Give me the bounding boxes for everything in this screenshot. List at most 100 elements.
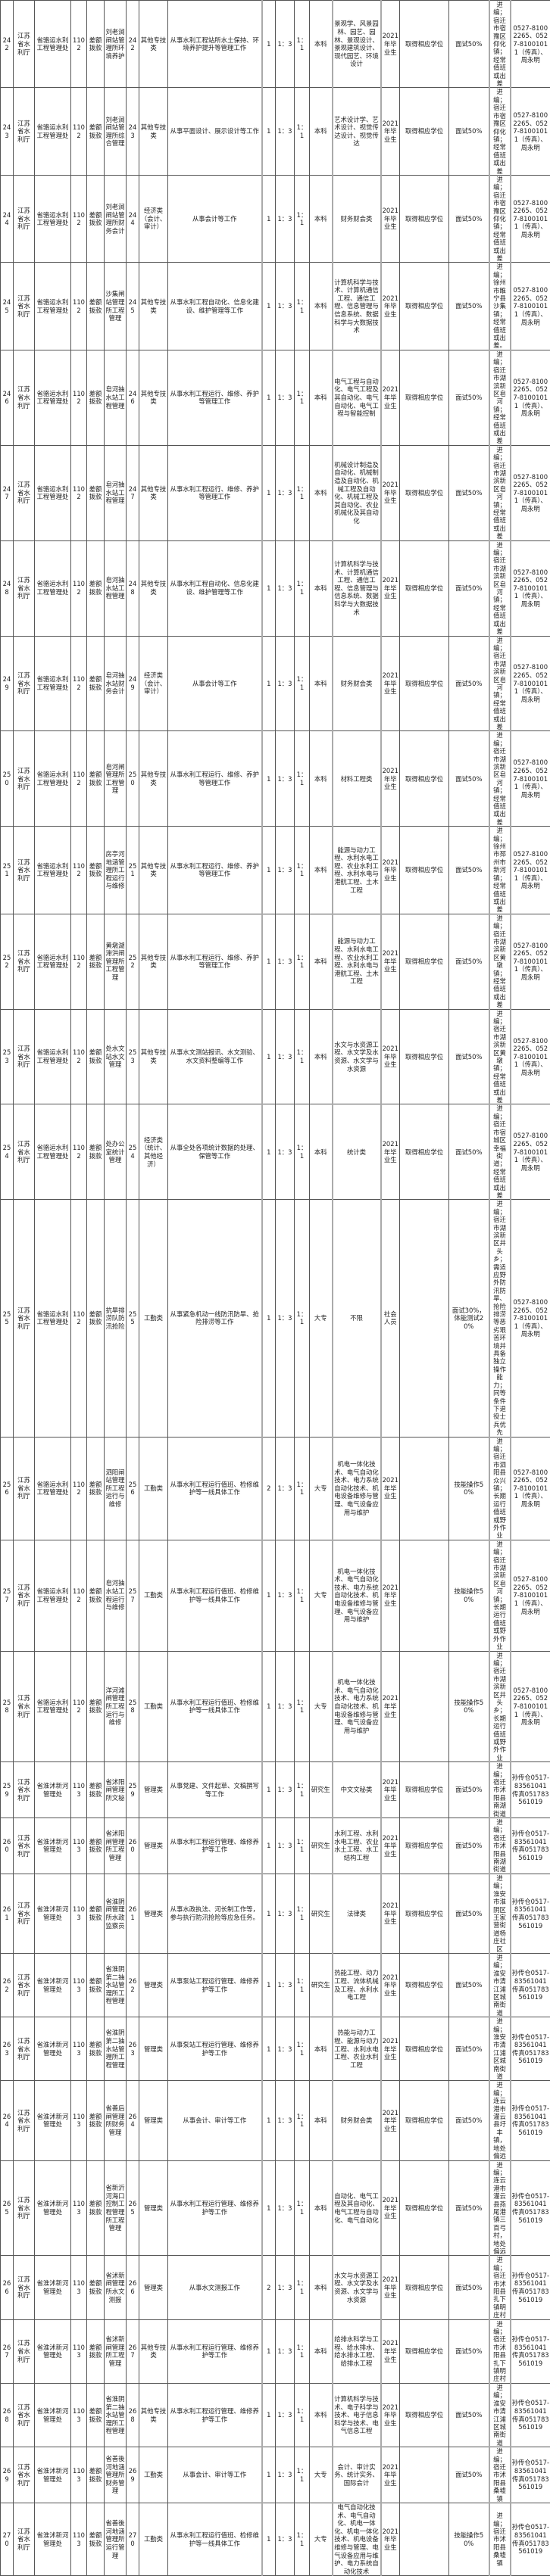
cell-count: 1 (262, 914, 276, 1009)
cell-remark: 进编；淮安市清江浦区城南街道 (489, 2383, 511, 2447)
cell-unit: 省淮沭新河管理处 (35, 2081, 71, 2160)
cell-target: 2021年毕业生 (381, 1874, 400, 1953)
cell-post-code: 264 (127, 2081, 139, 2160)
cell-remark: 进编；连云港市灌云县燕尾港镇三百弓村，地处偏远 (489, 2160, 511, 2256)
cell-dept: 江苏省水利厅 (14, 2447, 35, 2503)
cell-count: 1 (262, 263, 276, 350)
cell-remark: 进编；宿迁市湖滨新区皂河镇；经常值班或出差 (489, 445, 511, 540)
cell-post-name: 省淮阴第二抽水站管理所工程管理 (105, 1953, 127, 2017)
cell-post-code: 254 (127, 1104, 139, 1200)
cell-post-code: 248 (127, 540, 139, 636)
cell-hire-ratio: 1：1 (295, 1818, 310, 1874)
cell-remark: 进编；宿迁市湖滨新区皂河镇；经常值班或出差 (489, 540, 511, 636)
cell-dept: 江苏省水利厅 (14, 914, 35, 1009)
cell-degree: 取得相应学位 (400, 540, 449, 636)
cell-dept: 江苏省水利厅 (14, 731, 35, 827)
cell-assessment: 面试50% (449, 2256, 489, 2319)
cell-funding: 差额拨款 (87, 175, 105, 262)
cell-post-code: 252 (127, 914, 139, 1009)
cell-degree: 取得相应学位 (400, 636, 449, 731)
cell-assessment: 面试50% (449, 2383, 489, 2447)
cell-remark: 进编；宿迁市湖滨新区皂河镇；长期运行值班或野外作业 (489, 1540, 511, 1651)
cell-no: 257 (1, 1540, 14, 1651)
cell-assessment: 面试50% (449, 540, 489, 636)
cell-major: 水文与水资源工程、水文学及水资源、水文学与水资源 (333, 1009, 381, 1104)
cell-education: 大专 (310, 1651, 333, 1762)
cell-description: 从事水利工程运行、维修、养护等管理工作 (168, 914, 262, 1009)
cell-hire-ratio: 1：1 (295, 1104, 310, 1200)
cell-unit: 省骆运水利工程管理处 (35, 1651, 71, 1762)
cell-exam-ratio: 1：3 (276, 263, 295, 350)
cell-funding: 差额拨款 (87, 263, 105, 350)
cell-post-category: 工勤类 (139, 1200, 168, 1437)
cell-description: 从事紧急机动一线防汛防旱、抢险排涝等工作 (168, 1200, 262, 1437)
cell-hire-ratio: 1：1 (295, 263, 310, 350)
cell-post-category: 其他专技类 (139, 1009, 168, 1104)
cell-degree (400, 1651, 449, 1762)
cell-post-code: 257 (127, 1540, 139, 1651)
cell-post-category: 其他专技类 (139, 914, 168, 1009)
cell-funding: 差额拨款 (87, 1437, 105, 1540)
cell-hire-ratio: 1：1 (295, 88, 310, 175)
cell-contact: 0527-81002265、0527-81001011（传真）、周永明 (511, 1104, 550, 1200)
cell-hire-ratio: 1：1 (295, 2319, 310, 2383)
cell-dept: 江苏省水利厅 (14, 636, 35, 731)
cell-assessment: 面试50% (449, 2160, 489, 2256)
cell-degree: 取得相应学位 (400, 350, 449, 445)
cell-education: 大专 (310, 1437, 333, 1540)
cell-education: 本科 (310, 540, 333, 636)
cell-post-category: 经济类（统计、其他经济） (139, 1104, 168, 1200)
cell-target: 2021年毕业生 (381, 2383, 400, 2447)
cell-contact: 孙传仓0517-83561041传真051783561019 (511, 1874, 550, 1953)
cell-post-name: 省善後河地涵管理所财务管理 (105, 2447, 127, 2503)
cell-dept: 江苏省水利厅 (14, 88, 35, 175)
cell-count: 1 (262, 1818, 276, 1874)
cell-remark: 进编；淮安市淮阴区王家营街道杨庄社区 (489, 1874, 511, 1953)
cell-unit: 省骆运水利工程管理处 (35, 1437, 71, 1540)
cell-major: 机械设计制造及自动化、机械制造及自动化、机械工程及自动化、机械工程及其自动化、农… (333, 445, 381, 540)
cell-unit-code: 1102 (71, 1104, 87, 1200)
cell-unit-code: 1102 (71, 1009, 87, 1104)
cell-description: 从事全处各项统计数据的处理、保管等工作 (168, 1104, 262, 1200)
cell-remark: 进编；宿迁市泗阳县众兴镇；长期运行值班或野外作业 (489, 1437, 511, 1540)
cell-target: 2021年毕业生 (381, 2319, 400, 2383)
cell-unit-code: 1102 (71, 1, 87, 88)
cell-degree: 取得相应学位 (400, 1953, 449, 2017)
cell-no: 268 (1, 2383, 14, 2447)
cell-contact: 0527-81002265、0527-81001011（传真）、周永明 (511, 263, 550, 350)
cell-post-code: 244 (127, 175, 139, 262)
cell-post-name: 泗阳闸站管理所工程运行与维修 (105, 1437, 127, 1540)
cell-post-category: 经济类（会计、审计） (139, 636, 168, 731)
cell-post-name: 皂河抽水站工程管理 (105, 540, 127, 636)
cell-funding: 差额拨款 (87, 731, 105, 827)
cell-funding: 差额拨款 (87, 1953, 105, 2017)
cell-no: 258 (1, 1651, 14, 1762)
cell-major: 机电一体化技术、电气自动化技术、电力系统自动化技术、机电设备维修与管理、电气设备… (333, 1540, 381, 1651)
cell-count: 1 (262, 1540, 276, 1651)
cell-post-category: 其他专技类 (139, 263, 168, 350)
cell-no: 260 (1, 1818, 14, 1874)
cell-education: 大专 (310, 1200, 333, 1437)
cell-assessment: 面试50% (449, 88, 489, 175)
cell-no: 269 (1, 2447, 14, 2503)
cell-dept: 江苏省水利厅 (14, 1104, 35, 1200)
cell-no: 256 (1, 1437, 14, 1540)
cell-degree: 取得相应学位 (400, 175, 449, 262)
cell-post-name: 刘老涧闸站管理所综合管理 (105, 88, 127, 175)
cell-major: 能源与动力工程、水利水电工程、农业水利工程、水利水电与港航工程、土木工程 (333, 827, 381, 914)
cell-remark: 进编；宿迁市宿城区幸福街道；经常值班或出差 (489, 1104, 511, 1200)
cell-post-code: 269 (127, 2447, 139, 2503)
cell-post-name: 刘老涧闸站管理所财务会计 (105, 175, 127, 262)
cell-degree: 取得相应学位 (400, 1, 449, 88)
cell-dept: 江苏省水利厅 (14, 1818, 35, 1874)
cell-education: 本科 (310, 2017, 333, 2081)
cell-contact: 孙传仓0517-83561041传真051783561019 (511, 1953, 550, 2017)
cell-education: 研究生 (310, 1762, 333, 1818)
cell-dept: 江苏省水利厅 (14, 1200, 35, 1437)
cell-count: 2 (262, 1437, 276, 1540)
cell-post-category: 其他专技类 (139, 88, 168, 175)
